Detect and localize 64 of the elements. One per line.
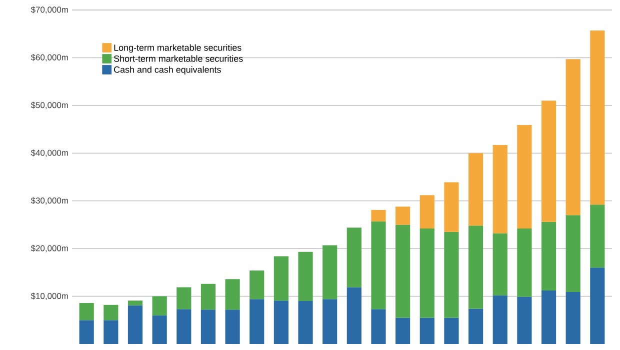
bar xyxy=(492,145,508,234)
y-tick-label: $70,000m xyxy=(30,6,68,14)
bar xyxy=(517,296,532,344)
bar xyxy=(298,301,313,344)
bar xyxy=(566,215,580,292)
bar xyxy=(420,228,434,318)
bar xyxy=(541,222,556,291)
bar xyxy=(176,309,192,344)
bar xyxy=(444,318,459,344)
bar xyxy=(590,30,605,205)
bar xyxy=(371,309,386,344)
bar xyxy=(225,279,240,310)
bar xyxy=(492,295,508,344)
bar xyxy=(128,300,143,306)
bar xyxy=(420,318,434,344)
bar xyxy=(104,320,118,344)
bar xyxy=(79,320,94,344)
bar xyxy=(79,302,94,320)
bar xyxy=(590,268,605,344)
bar xyxy=(371,210,386,222)
bar xyxy=(104,304,118,320)
bar xyxy=(517,124,532,229)
bar xyxy=(396,206,410,225)
bar xyxy=(225,310,240,344)
bar xyxy=(152,296,167,316)
bar xyxy=(128,305,143,344)
bar xyxy=(274,300,288,344)
y-tick-label: $10,000m xyxy=(30,292,68,300)
bar xyxy=(371,221,386,310)
bar xyxy=(152,315,167,344)
bar xyxy=(468,226,484,309)
bar xyxy=(176,287,192,310)
bar xyxy=(444,182,459,232)
bar xyxy=(517,228,532,297)
y-tick-label: $60,000m xyxy=(30,54,68,62)
bar xyxy=(541,100,556,222)
bar xyxy=(346,287,362,344)
bar xyxy=(566,292,580,344)
legend-label: Long-term marketable securities xyxy=(114,44,242,53)
y-tick-label: $20,000m xyxy=(30,244,68,252)
bar xyxy=(566,59,580,216)
bar xyxy=(492,233,508,296)
bar xyxy=(444,232,459,318)
bar xyxy=(468,153,484,226)
legend-label: Cash and cash equivalents xyxy=(114,66,221,75)
bar xyxy=(322,299,338,344)
y-tick-label: $30,000m xyxy=(30,197,68,205)
bar xyxy=(590,204,605,268)
y-tick-label: $50,000m xyxy=(30,102,68,110)
bar xyxy=(322,245,338,300)
bar xyxy=(396,224,410,318)
bar xyxy=(396,318,410,344)
bar xyxy=(200,310,216,344)
y-tick-label: $40,000m xyxy=(30,149,68,157)
bar xyxy=(346,228,362,288)
bar xyxy=(274,256,288,301)
bar xyxy=(298,252,313,302)
legend-label: Short-term marketable securities xyxy=(114,55,243,62)
bar xyxy=(468,308,484,344)
bar xyxy=(541,290,556,344)
bar xyxy=(420,195,434,229)
bar xyxy=(250,299,264,344)
bar xyxy=(200,284,216,310)
bar xyxy=(250,270,264,300)
